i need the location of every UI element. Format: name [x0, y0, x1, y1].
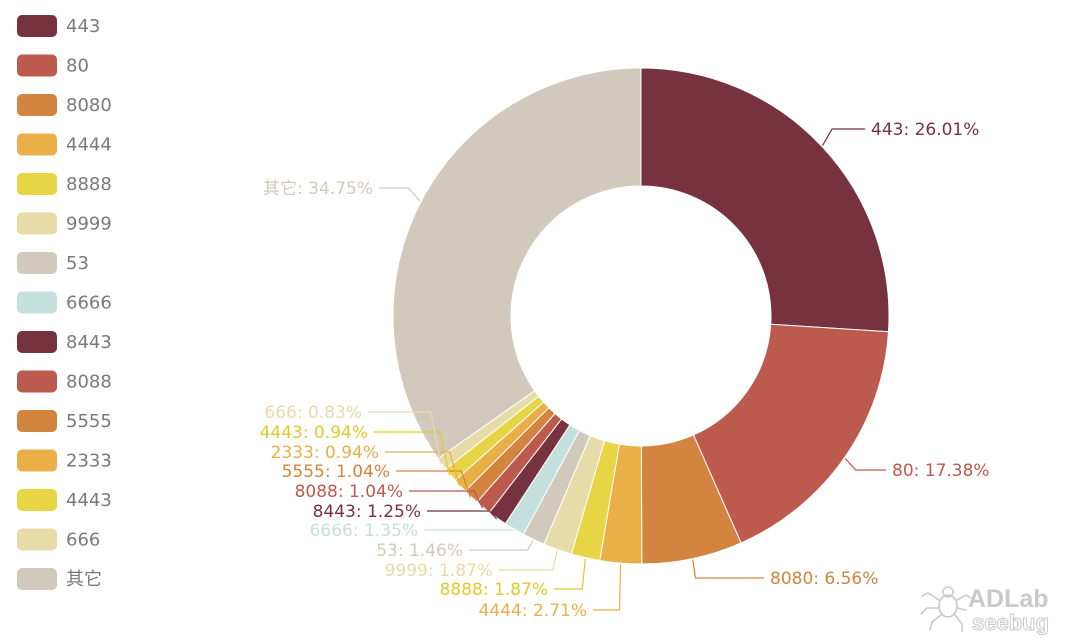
slice-label: 9999: 1.87% [385, 561, 493, 581]
leader-line [469, 540, 534, 551]
legend-label[interactable]: 8080 [66, 95, 112, 116]
legend-swatch[interactable] [17, 94, 57, 116]
watermark-sub: seebug [972, 610, 1049, 635]
label-leader-lines [368, 128, 886, 611]
slice-label: 4444: 2.71% [479, 601, 587, 621]
legend-label[interactable]: 53 [66, 253, 89, 274]
leader-line [374, 431, 451, 476]
legend-swatch[interactable] [17, 568, 57, 590]
legend-label[interactable]: 6666 [66, 293, 112, 314]
legend-swatch[interactable] [17, 489, 57, 511]
slice-label: 666: 0.83% [264, 403, 362, 423]
chart-legend: 4438080804444888899995366668443808855552… [17, 15, 112, 590]
legend-swatch[interactable] [17, 133, 57, 156]
watermark: ADLab seebug [920, 585, 1050, 636]
legend-swatch[interactable] [17, 212, 57, 235]
leader-line [499, 550, 558, 571]
leader-line [593, 564, 622, 611]
legend-swatch[interactable] [17, 252, 57, 274]
legend-swatch[interactable] [17, 54, 57, 77]
slice-label: 8080: 6.56% [770, 569, 878, 589]
slice-label: 8888: 1.87% [440, 580, 548, 600]
donut-slice[interactable] [392, 67, 642, 460]
legend-label[interactable]: 4443 [66, 490, 112, 511]
legend-swatch[interactable] [17, 15, 57, 37]
leader-line [427, 510, 498, 520]
leader-line [368, 411, 442, 465]
slice-label: 5555: 1.04% [282, 462, 390, 482]
slice-label: 6666: 1.35% [310, 521, 418, 541]
legend-label[interactable]: 5555 [66, 411, 112, 432]
legend-label[interactable]: 2333 [66, 451, 112, 472]
legend-label[interactable]: 9999 [66, 214, 112, 235]
legend-swatch[interactable] [17, 449, 57, 472]
donut-slices [392, 67, 890, 565]
leader-line [409, 490, 484, 509]
slice-label: 4443: 0.94% [260, 423, 368, 443]
spider-icon [920, 586, 972, 632]
legend-label[interactable]: 其它 [66, 569, 102, 590]
slice-label: 8443: 1.25% [313, 502, 421, 522]
slice-label: 80: 17.38% [892, 461, 990, 481]
leader-line [396, 470, 471, 498]
legend-swatch[interactable] [17, 410, 57, 432]
watermark-brand: ADLab [968, 585, 1049, 613]
legend-swatch[interactable] [17, 370, 57, 393]
leader-line [385, 451, 460, 487]
legend-label[interactable]: 4444 [66, 135, 112, 156]
slice-label: 2333: 0.94% [271, 443, 379, 463]
leader-line [379, 187, 421, 202]
leader-line [554, 558, 586, 590]
leader-line [692, 559, 764, 579]
slice-label: 53: 1.46% [376, 541, 463, 561]
legend-swatch[interactable] [17, 291, 57, 314]
legend-label[interactable]: 8443 [66, 332, 112, 353]
legend-label[interactable]: 443 [66, 16, 100, 37]
legend-swatch[interactable] [17, 528, 57, 551]
slice-label: 443: 26.01% [871, 120, 979, 140]
donut-slice[interactable] [692, 323, 890, 544]
legend-label[interactable]: 666 [66, 530, 100, 551]
leader-line [822, 128, 865, 146]
slice-labels: 443: 26.01% 80: 17.38% 8080: 6.56% 4444: 2.… [260, 120, 990, 621]
legend-swatch[interactable] [17, 331, 57, 353]
legend-label[interactable]: 8888 [66, 174, 112, 195]
donut-slice[interactable] [640, 67, 890, 333]
slice-label: 8088: 1.04% [295, 482, 403, 502]
leader-line [844, 458, 886, 471]
legend-swatch[interactable] [17, 173, 57, 195]
legend-label[interactable]: 80 [66, 56, 89, 77]
legend-label[interactable]: 8088 [66, 372, 112, 393]
slice-label: 其它: 34.75% [263, 179, 373, 199]
